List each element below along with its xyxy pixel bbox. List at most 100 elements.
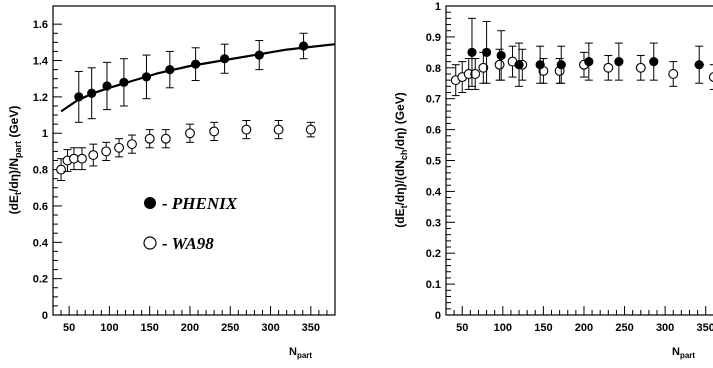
filled-data-point [535,45,545,84]
open-marker [603,62,614,73]
y-tick-label: 0.5 [426,156,441,168]
x-tick-label: 250 [615,322,633,334]
y-tick-label: 0.8 [426,63,441,75]
y-tick-label: 0.6 [426,125,441,137]
open-marker [68,153,79,164]
y-tick-label: 1.4 [33,56,49,68]
filled-data-point [298,32,309,60]
open-marker [114,142,125,153]
y-tick-label: 0 [435,310,441,322]
fit-curve [60,43,336,113]
open-data-point [185,123,195,143]
x-tick-label: 350 [302,322,320,334]
left-x-axis-label: Npart [289,346,312,360]
x-tick-label: 300 [656,322,674,334]
filled-marker [254,50,264,60]
open-data-point [209,121,220,142]
left-x-axis: 50 100 150 200 250 300 350 [60,306,336,334]
filled-marker [649,57,659,67]
y-tick-label: 0.4 [426,186,442,198]
open-data-point [708,64,713,90]
filled-marker [119,77,129,87]
right-y-axis-label: (dEt/dη)/(dNch/dη) (GeV) [393,92,409,228]
left-panel: 0 0.2 0.4 0.6 0.8 1 1.2 1.4 1.6 50 100 150 200 250 30… [7,5,336,360]
left-y-axis: 0 0.2 0.4 0.6 0.8 1 1.2 1.4 1.6 [33,19,62,322]
open-marker [635,62,646,73]
open-marker [668,69,679,79]
right-x-axis: 50 100 150 200 250 300 350 [453,306,713,334]
filled-data-point [220,43,230,74]
right-y-axis: 0 0.1 0.2 0.3 0.4 0.5 0.6 0.7 0.8 0.9 1 [426,1,455,322]
open-data-point [603,54,614,81]
legend-phenix-label: - PHENIX [162,194,238,213]
open-data-point [507,45,518,78]
x-tick-label: 150 [534,322,552,334]
y-tick-label: 1.2 [33,92,48,104]
x-tick-label: 200 [575,322,593,334]
filled-marker [514,60,524,70]
open-data-point [144,129,155,149]
y-tick-label: 0.1 [426,279,441,291]
open-data-point [668,61,679,87]
open-marker [478,62,489,73]
filled-data-point [165,50,175,89]
filled-marker [535,60,545,70]
open-marker [209,126,220,137]
open-data-point [273,120,284,140]
open-marker [56,164,67,175]
open-marker [273,124,284,135]
right-x-axis-label: Npart [672,346,695,360]
filled-data-point [87,67,97,120]
filled-data-point [102,61,112,111]
open-marker [160,133,171,144]
filled-data-point [74,70,84,123]
y-tick-label: 0.6 [33,201,48,213]
open-marker [101,146,112,157]
open-marker [144,133,155,144]
filled-marker [165,65,175,75]
open-data-point [127,134,137,154]
open-data-point [68,147,79,171]
filled-data-point [584,42,594,81]
y-tick-label: 0.3 [426,217,441,229]
x-tick-label: 350 [697,322,713,334]
filled-data-point [614,42,624,81]
x-tick-label: 100 [100,322,118,334]
filled-marker [74,92,84,102]
open-data-point [470,58,481,90]
filled-data-point [556,45,566,84]
filled-marker [191,59,201,69]
filled-data-point [467,17,477,87]
open-data-point [101,141,112,161]
open-marker [708,72,713,82]
y-tick-label: 0.7 [426,94,441,106]
filled-data-point [649,42,659,81]
x-tick-label: 150 [141,322,159,334]
open-marker [470,69,481,79]
filled-marker [141,72,152,82]
open-marker [305,124,316,135]
filled-data-point [481,20,492,84]
filled-marker [467,47,477,57]
open-marker [88,150,99,160]
x-tick-label: 200 [181,322,199,334]
open-data-point [114,138,125,158]
left-data-points [56,32,316,181]
filled-marker [220,54,230,64]
open-data-point [160,129,171,149]
filled-marker [614,57,624,67]
y-tick-label: 0 [42,310,48,322]
open-data-point [241,120,252,140]
open-data-point [56,158,67,181]
y-tick-label: 1.6 [33,19,48,31]
open-data-point [305,121,316,138]
y-tick-label: 1 [435,1,441,13]
filled-data-point [191,47,201,82]
legend-phenix-marker [144,197,156,209]
y-tick-label: 0.2 [33,274,48,286]
open-data-point [77,147,87,171]
open-marker [241,124,252,135]
open-marker [77,153,87,164]
open-marker [127,139,137,150]
legend-wa98-label: - WA98 [162,234,214,253]
